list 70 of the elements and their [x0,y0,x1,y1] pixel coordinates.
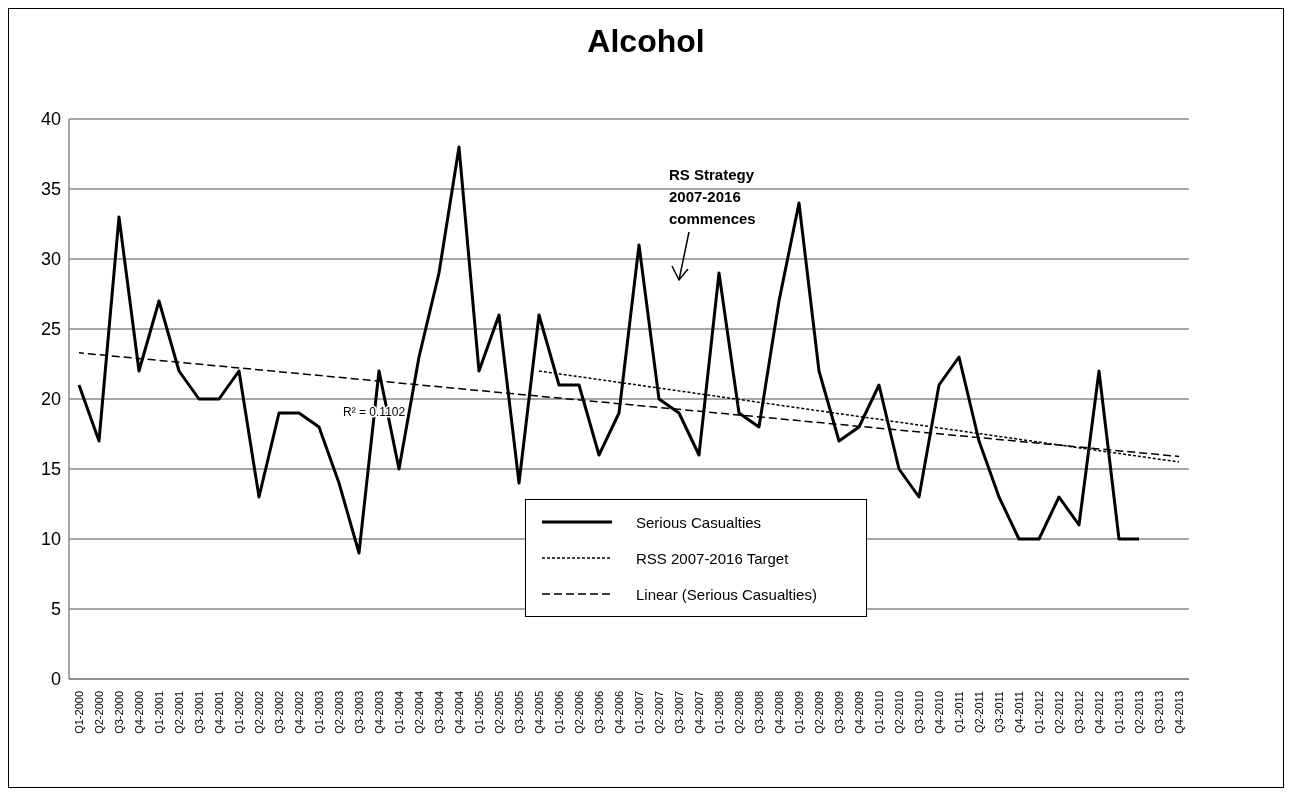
annotation: RS Strategy 2007-2016 commences [669,166,756,227]
x-tick-label: Q1-2009 [793,691,805,734]
y-tick-label: 30 [40,249,61,270]
x-tick-label: Q4-2013 [1173,691,1185,734]
x-tick-label: Q3-2000 [113,691,125,734]
x-tick-label: Q3-2010 [913,691,925,734]
x-tick-label: Q3-2002 [273,691,285,734]
legend-label: Linear (Serious Casualties) [636,585,817,603]
x-tick-label: Q2-2004 [413,691,425,734]
y-tick-label: 15 [40,459,61,480]
x-tick-label: Q2-2000 [93,691,105,734]
x-tick-label: Q1-2010 [873,691,885,734]
x-tick-label: Q4-2002 [293,691,305,734]
chart-title: Alcohol [586,23,706,60]
x-tick-label: Q2-2002 [253,691,265,734]
x-tick-label: Q1-2000 [73,691,85,734]
x-tick-label: Q2-2006 [573,691,585,734]
x-tick-label: Q3-2009 [833,691,845,734]
y-tick-label: 10 [40,529,61,550]
x-tick-label: Q1-2005 [473,691,485,734]
x-tick-label: Q2-2005 [493,691,505,734]
x-tick-label: Q2-2007 [653,691,665,734]
y-tick-label: 35 [40,179,61,200]
x-tick-label: Q4-2007 [693,691,705,734]
x-tick-label: Q2-2010 [893,691,905,734]
x-tick-label: Q3-2003 [353,691,365,734]
x-tick-label: Q4-2012 [1093,691,1105,734]
x-tick-label: Q3-2012 [1073,691,1085,734]
x-tick-label: Q4-2009 [853,691,865,734]
x-tick-label: Q1-2003 [313,691,325,734]
x-tick-label: Q4-2010 [933,691,945,734]
x-tick-label: Q4-2008 [773,691,785,734]
x-tick-label: Q4-2003 [373,691,385,734]
x-tick-label: Q2-2012 [1053,691,1065,734]
x-tick-label: Q3-2013 [1153,691,1165,734]
x-tick-label: Q3-2011 [993,691,1005,733]
x-tick-label: Q3-2004 [433,691,445,734]
x-tick-label: Q1-2007 [633,691,645,734]
x-tick-label: Q2-2011 [973,691,985,733]
legend-label: Serious Casualties [636,513,762,531]
x-tick-label: Q4-2000 [133,691,145,734]
x-tick-label: Q1-2012 [1033,691,1045,734]
x-tick-label: Q3-2008 [753,691,765,734]
x-tick-label: Q1-2006 [553,691,565,734]
x-tick-label: Q3-2006 [593,691,605,734]
x-tick-label: Q1-2004 [393,691,405,734]
x-tick-label: Q2-2009 [813,691,825,734]
x-tick-label: Q4-2001 [213,691,225,734]
x-tick-label: Q2-2008 [733,691,745,734]
x-tick-label: Q1-2002 [233,691,245,734]
y-tick-label: 5 [50,599,61,620]
x-tick-label: Q1-2008 [713,691,725,734]
x-tick-label: Q3-2001 [193,691,205,734]
x-tick-label: Q1-2001 [153,691,165,734]
y-tick-label: 0 [50,669,61,690]
x-tick-label: Q4-2005 [533,691,545,734]
y-tick-label: 25 [40,319,61,340]
x-tick-label: Q4-2004 [453,691,465,734]
x-tick-label: Q2-2013 [1133,691,1145,734]
x-tick-label: Q3-2007 [673,691,685,734]
x-tick-label: Q4-2011 [1013,691,1025,733]
y-tick-label: 20 [40,389,61,410]
x-tick-label: Q2-2003 [333,691,345,734]
x-tick-label: Q3-2005 [513,691,525,734]
x-tick-label: Q1-2013 [1113,691,1125,734]
legend-label: RSS 2007-2016 Target [636,549,789,567]
x-tick-label: Q4-2006 [613,691,625,734]
x-tick-label: Q2-2001 [173,691,185,734]
y-tick-label: 40 [40,109,61,130]
x-tick-label: Q1-2011 [953,691,965,733]
